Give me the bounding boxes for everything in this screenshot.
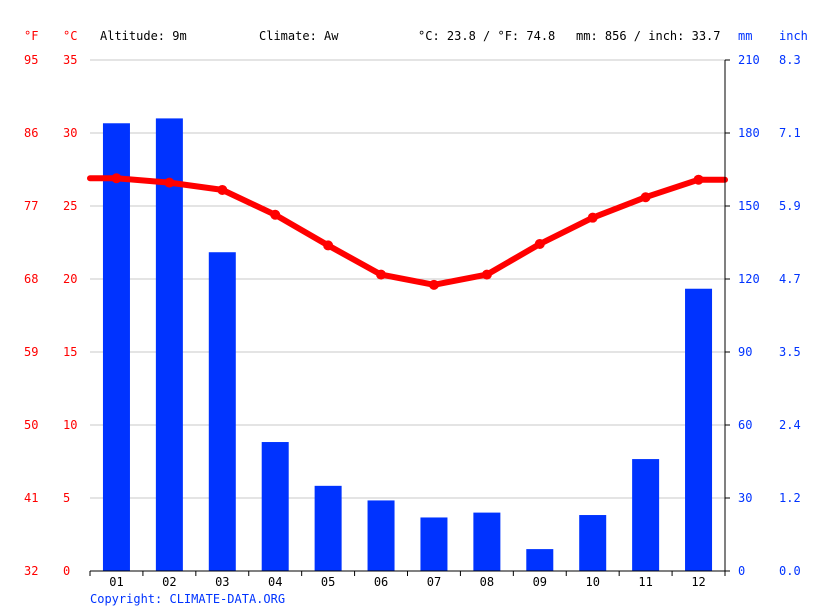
y-tick-label-inch: 3.5 [779,345,801,359]
temperature-series-line [87,175,728,288]
temperature-point [217,184,228,195]
y-tick-label-f: 32 [24,564,38,578]
x-tick-label: 12 [691,575,705,589]
x-tick-label: 02 [162,575,176,589]
precipitation-bar [473,512,501,571]
x-tick-label: 04 [268,575,282,589]
y-tick-label-mm: 180 [738,126,760,140]
y-tick-label-c: 25 [63,199,77,213]
precipitation-bar [579,515,607,571]
x-tick-label: 05 [321,575,335,589]
celsius-unit-label: °C [63,29,77,43]
temperature-point [481,269,492,280]
y-tick-label-f: 59 [24,345,38,359]
fahrenheit-unit-label: °F [24,29,38,43]
y-tick-label-mm: 30 [738,491,752,505]
y-tick-label-f: 86 [24,126,38,140]
gridlines [90,59,725,499]
altitude-label: Altitude: 9m [100,29,187,43]
x-tick-label: 07 [427,575,441,589]
y-tick-label-c: 20 [63,272,77,286]
precipitation-bar [685,288,713,571]
y-tick-label-mm: 90 [738,345,752,359]
temperature-line [87,173,728,290]
y-tick-label-f: 41 [24,491,38,505]
climate-label: Climate: Aw [259,29,339,43]
y-tick-label-c: 0 [63,564,70,578]
precipitation-bar [155,118,183,572]
x-tick-label: 06 [374,575,388,589]
temperature-point [640,192,651,203]
precipitation-bars [102,118,713,572]
y-tick-label-inch: 8.3 [779,53,801,67]
temperature-point [270,209,281,220]
y-tick-label-inch: 1.2 [779,491,801,505]
temperature-point [587,212,598,223]
y-tick-label-f: 77 [24,199,38,213]
precipitation-bar [102,123,130,572]
y-tick-label-inch: 2.4 [779,418,801,432]
precipitation-bar [420,517,448,571]
temperature-point [376,269,387,280]
temperature-point [323,240,334,251]
y-tick-label-c: 5 [63,491,70,505]
temperature-point [111,173,122,184]
y-tick-label-c: 15 [63,345,77,359]
y-tick-label-f: 95 [24,53,38,67]
temperature-point [693,174,704,185]
y-tick-label-mm: 120 [738,272,760,286]
y-tick-label-inch: 5.9 [779,199,801,213]
mm-unit-label: mm [738,29,752,43]
precipitation-bar [314,485,342,571]
x-tick-label: 10 [585,575,599,589]
y-tick-label-mm: 0 [738,564,745,578]
precipitation-bar [367,500,395,571]
y-tick-label-mm: 210 [738,53,760,67]
precipitation-bar [261,442,289,571]
temperature-point [164,177,175,188]
y-tick-label-f: 68 [24,272,38,286]
tick-labels: 32 0 0 0.041 5 30 1.250 10 60 2.459 15 90 3.568 20 120… [24,53,801,589]
x-tick-label: 11 [638,575,652,589]
y-tick-label-mm: 60 [738,418,752,432]
precipitation-bar [632,459,660,571]
avg-temperature-label: °C: 23.8 / °F: 74.8 [418,29,555,43]
inch-unit-label: inch [779,29,808,43]
precipitation-bar [526,549,554,571]
y-tick-label-inch: 4.7 [779,272,801,286]
x-tick-label: 09 [533,575,547,589]
y-tick-label-inch: 0.0 [779,564,801,578]
y-tick-label-mm: 150 [738,199,760,213]
temperature-point [534,238,545,249]
y-tick-label-inch: 7.1 [779,126,801,140]
temperature-point [428,279,439,290]
y-tick-label-c: 10 [63,418,77,432]
x-tick-label: 03 [215,575,229,589]
copyright-text: Copyright: CLIMATE-DATA.ORG [90,592,285,606]
axes [89,59,730,576]
y-tick-label-c: 35 [63,53,77,67]
x-tick-label: 01 [109,575,123,589]
x-tick-label: 08 [480,575,494,589]
precipitation-bar [208,252,236,571]
y-tick-label-f: 50 [24,418,38,432]
annual-precipitation-label: mm: 856 / inch: 33.7 [576,29,721,43]
y-tick-label-c: 30 [63,126,77,140]
